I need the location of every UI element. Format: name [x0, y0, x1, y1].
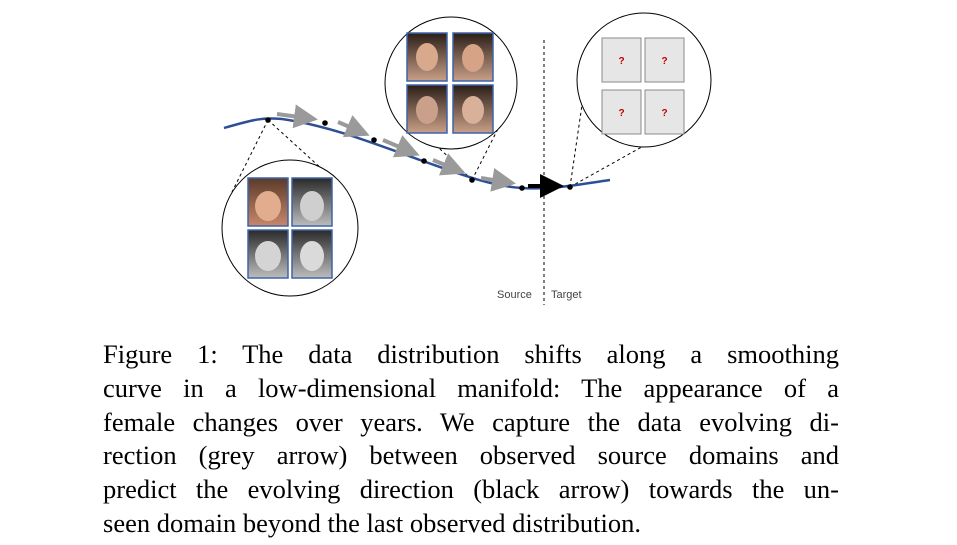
target-label: Target: [551, 289, 582, 301]
svg-text:?: ?: [661, 108, 667, 119]
face-photo: [247, 229, 289, 279]
late-domain-zoom: [384, 16, 518, 150]
figure-caption: Figure 1: The data distribution shifts a…: [103, 338, 839, 541]
svg-text:?: ?: [618, 108, 624, 119]
face-photo: [406, 32, 448, 82]
svg-text:?: ?: [661, 56, 667, 67]
source-label: Source: [497, 289, 532, 301]
unknown-tile: ?: [644, 89, 685, 135]
caption-line: predict the evolving direction (black ar…: [103, 474, 839, 505]
grey-evolution-arrows: [276, 104, 516, 192]
caption-line: seen domain beyond the last observed dis…: [103, 507, 641, 538]
figure-illustration: Source Target: [221, 12, 712, 305]
caption-line: female changes over years. We capture th…: [103, 406, 839, 437]
early-domain-zoom: [221, 159, 359, 297]
unknown-tile: ?: [601, 37, 642, 83]
domain-points: [265, 117, 573, 191]
unseen-domain-zoom: ? ? ? ?: [576, 12, 712, 148]
face-photo: [406, 84, 448, 134]
caption-line: Figure 1: The data distribution shifts a…: [103, 339, 839, 369]
face-photo: [291, 177, 333, 227]
unknown-tile: ?: [601, 89, 642, 135]
face-photo: [452, 84, 494, 134]
face-photo: [291, 229, 333, 279]
svg-text:?: ?: [618, 56, 624, 67]
caption-line: rection (grey arrow) between observed so…: [103, 440, 839, 471]
face-photo: [452, 32, 494, 82]
face-photo: [247, 177, 289, 227]
unknown-tile: ?: [644, 37, 685, 83]
caption-line: curve in a low-dimensional manifold: The…: [103, 372, 839, 403]
